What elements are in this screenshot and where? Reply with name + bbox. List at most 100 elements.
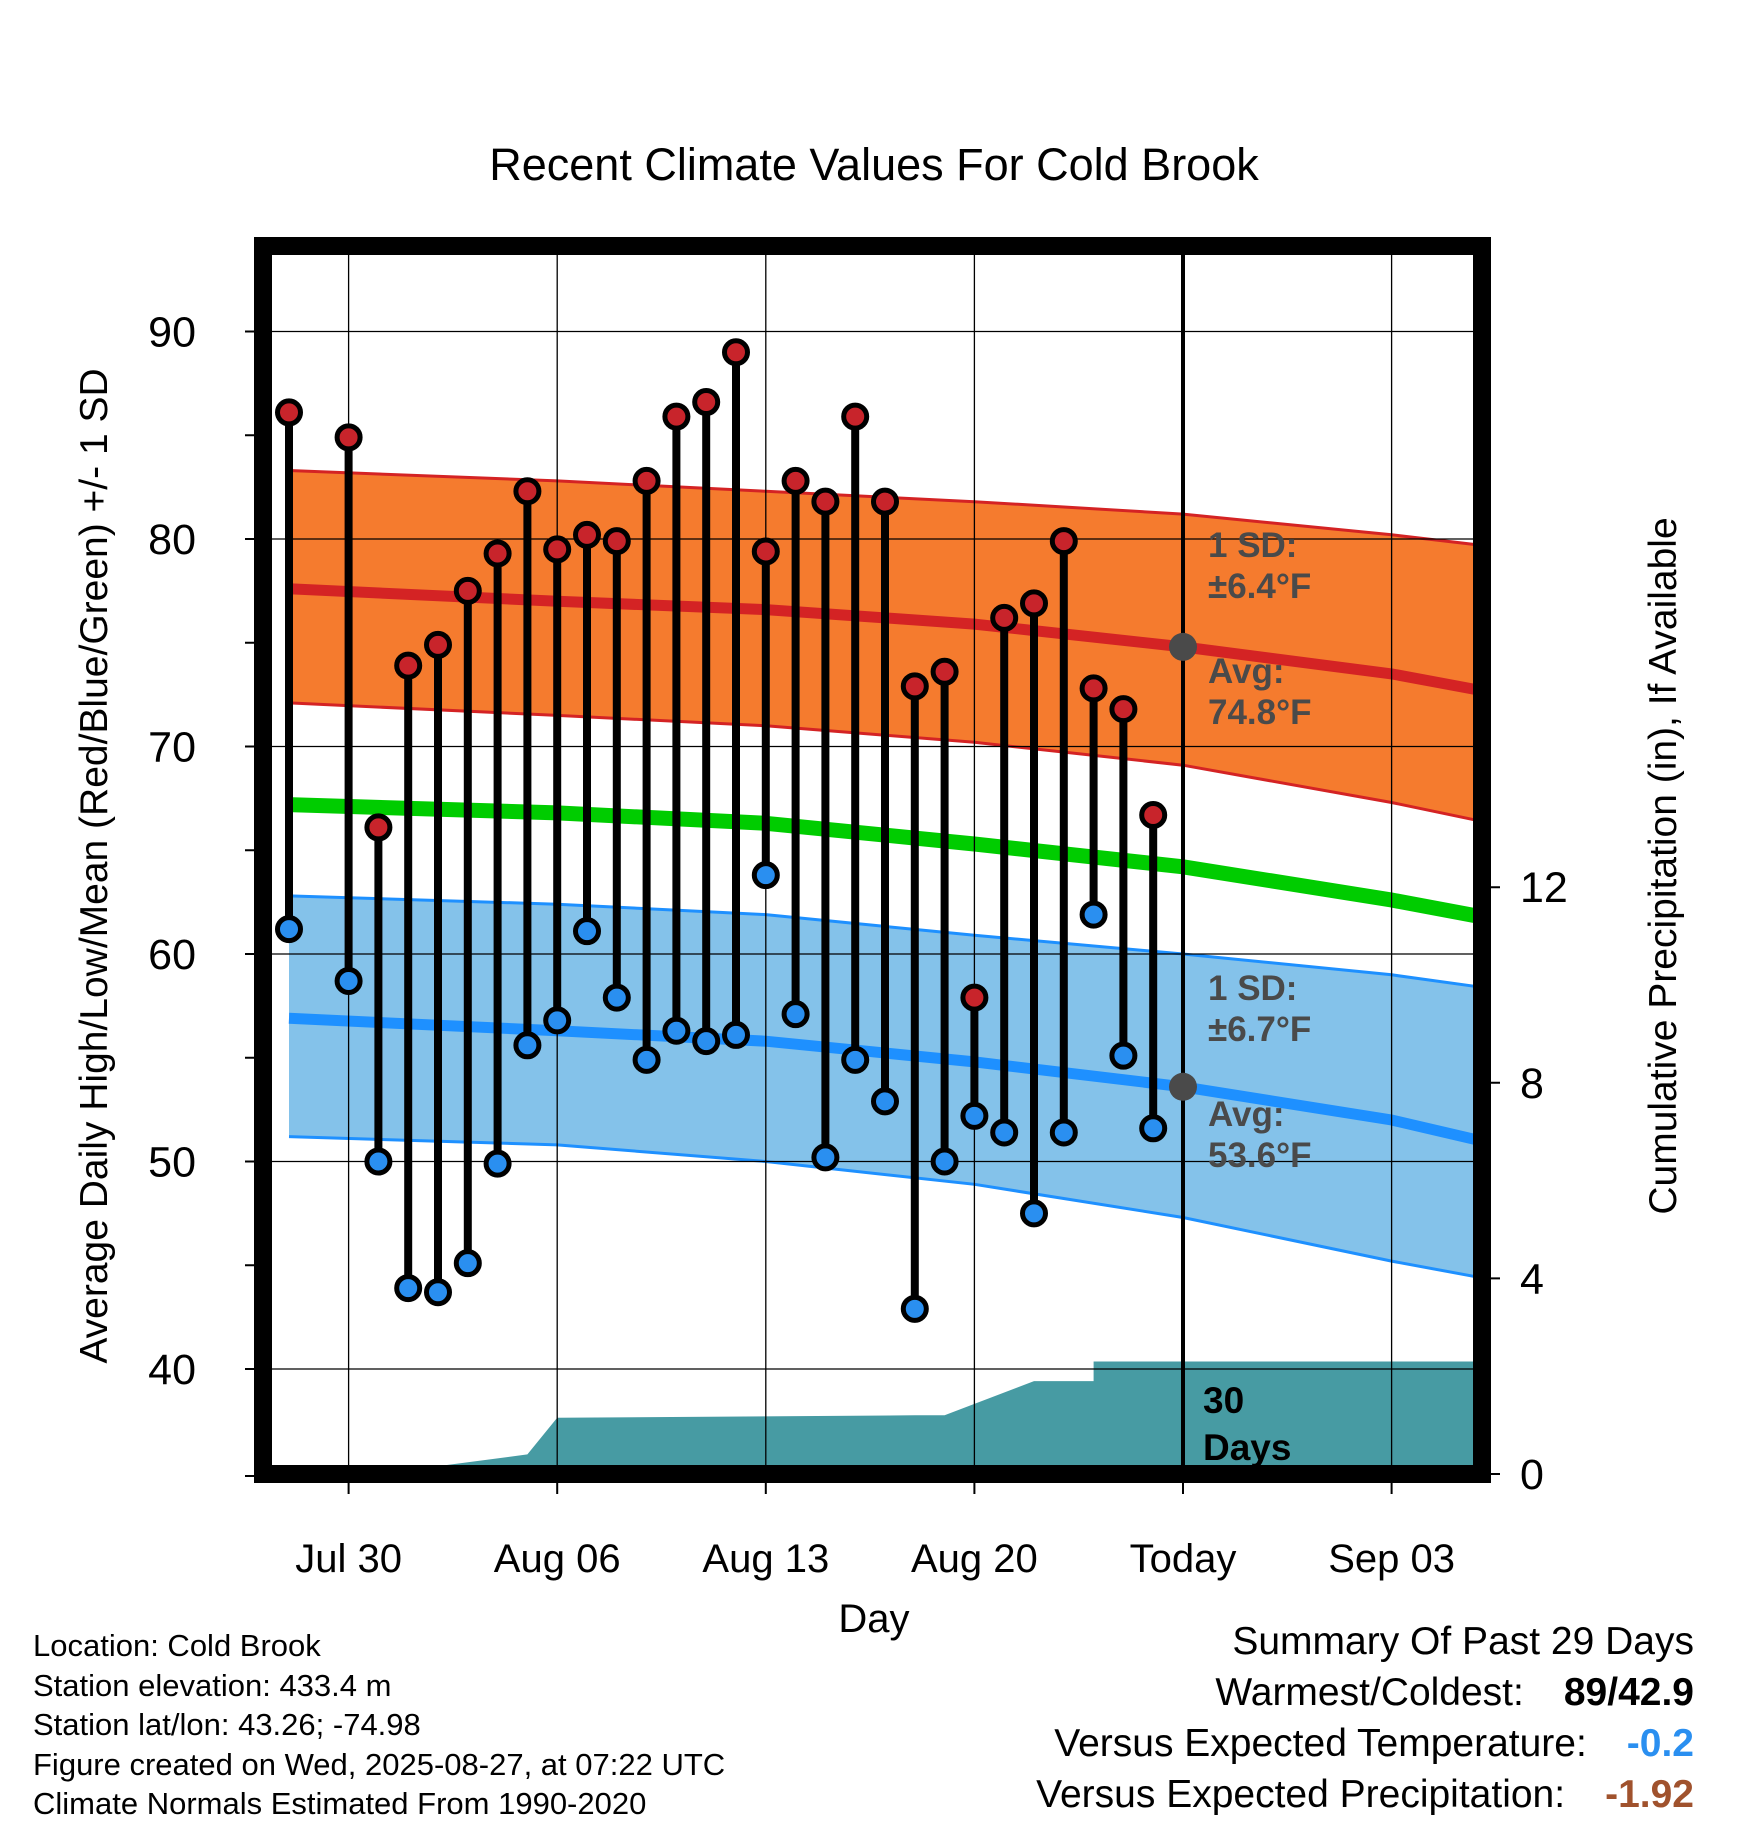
low-point-Aug 17 [871,1087,899,1116]
high-point-Aug 17 [871,487,899,516]
low-point-Aug 01 [394,1274,423,1303]
x-axis-label: Day [838,1597,909,1641]
high-point-Aug 02 [424,630,452,659]
low-point-Aug 05 [513,1031,542,1060]
created-text: Figure created on Wed, 2025-08-27, at 07… [33,1746,726,1782]
y-tick-label-80: 80 [148,516,196,564]
summary-title: Summary Of Past 29 Days [1232,1620,1694,1663]
high-avg-label: Avg: [1208,652,1284,691]
temp-label: Versus Expected Temperature: [1054,1722,1587,1765]
low-point-Aug 04 [483,1149,512,1178]
high-point-Aug 23 [1049,527,1078,556]
precipitation-area [289,1361,1481,1474]
precip-label: Versus Expected Precipitation: [1036,1773,1566,1816]
low-point-Aug 09 [632,1045,661,1074]
summary-title-row: Summary Of Past 29 Days [794,1620,1694,1671]
low-point-Aug 11 [692,1027,721,1056]
high-point-Aug 14 [781,466,810,495]
high-point-Aug 08 [602,527,631,556]
high-point-Aug 19 [930,657,959,686]
period-annotation: 30 Days [1203,1380,1291,1468]
normals-text: Climate Normals Estimated From 1990-2020 [33,1786,647,1821]
high-point-Aug 25 [1109,695,1138,724]
y-tick-label-90: 90 [148,309,196,357]
x-tick-label-0: Jul 30 [295,1537,402,1581]
high-sd-label: 1 SD: [1208,526,1297,565]
warmest-high: 89 [1563,1671,1608,1714]
high-point-Aug 05 [513,477,542,506]
high-point-Aug 20 [960,983,989,1012]
chart-title: Recent Climate Values For Cold Brook [489,139,1259,190]
y2-axis-label: Cumulative Precipitation (in), If Availa… [1642,517,1685,1214]
warmest-separator: / [1607,1671,1619,1714]
low-point-Aug 22 [1020,1199,1048,1228]
coldest-low: 42.9 [1618,1671,1694,1714]
low-point-Aug 14 [781,1000,810,1029]
high-point-Aug 18 [900,672,929,701]
low-point-Aug 20 [960,1101,989,1130]
low-point-Aug 19 [930,1147,959,1176]
low-sd-label: 1 SD: [1208,969,1297,1008]
high-point-Aug 24 [1079,674,1108,703]
x-tick-label-3: Aug 20 [911,1537,1038,1581]
low-point-Aug 26 [1139,1114,1168,1143]
y-axis-label: Average Daily High/Low/Mean (Red/Blue/Gr… [73,368,116,1363]
warmest-label: Warmest/Coldest: [1215,1671,1524,1714]
low-point-Aug 07 [573,917,601,946]
y2-tick-label-4: 4 [1520,1255,1544,1303]
high-point-Aug 01 [394,651,423,680]
high-point-Jul 31 [364,813,393,842]
daily-markers [275,338,1168,1323]
x-tick-label-1: Aug 06 [494,1537,621,1581]
high-point-Aug 07 [573,520,601,549]
elevation-text: Station elevation: 433.4 m [33,1667,392,1703]
low-point-Aug 25 [1109,1041,1138,1070]
daily-stems [285,352,1158,1309]
low-point-Aug 08 [602,983,631,1012]
today-line [1169,246,1197,1474]
high-point-Aug 22 [1020,589,1048,618]
high-point-Aug 13 [751,537,780,566]
high-point-Aug 04 [483,539,512,568]
high-point-Aug 10 [662,402,691,431]
low-point-Aug 03 [453,1249,482,1278]
high-sd-value: ±6.4°F [1208,567,1311,606]
high-avg-value: 74.8°F [1208,693,1312,732]
low-point-Aug 13 [751,861,780,890]
low-avg-value: 53.6°F [1208,1136,1312,1175]
low-point-Aug 18 [900,1294,929,1323]
temp-value: -0.2 [1626,1722,1694,1765]
low-point-Jul 31 [364,1147,393,1176]
summary-panel: Summary Of Past 29 Days Warmest/Coldest:… [794,1620,1694,1824]
precip-fill [289,1361,1481,1474]
station-info: Location: Cold Brook Station elevation: … [33,1626,725,1824]
temp-row: Versus Expected Temperature: -0.2 [794,1722,1694,1773]
location-text: Location: Cold Brook [33,1628,321,1663]
high-point-Jul 30 [334,423,363,452]
low-point-Aug 10 [662,1016,691,1045]
high-point-Aug 11 [692,388,721,417]
annotations: 1 SD: ±6.4°F Avg: 74.8°F 1 SD: ±6.7°F Av… [1208,526,1312,1175]
precip-value: -1.92 [1605,1773,1694,1816]
low-point-Aug 21 [990,1118,1019,1147]
high-point-Aug 16 [841,402,870,431]
period-count: 30 [1203,1380,1244,1421]
x-tick-label-5: Sep 03 [1328,1537,1455,1581]
high-point-Aug 26 [1139,800,1168,829]
low-avg-label: Avg: [1208,1095,1284,1134]
x-tick-label-2: Aug 13 [702,1537,829,1581]
low-point-Aug 12 [722,1020,750,1049]
high-point-Aug 12 [722,338,750,367]
y-tick-label-40: 40 [148,1346,196,1394]
high-point-Aug 15 [811,487,840,516]
high-point-Aug 21 [990,603,1019,632]
y-tick-label-50: 50 [148,1139,196,1187]
low-sd-value: ±6.7°F [1208,1010,1311,1049]
y-tick-label-60: 60 [148,931,196,979]
plot-border [254,237,1491,1483]
warmest-value: 89/42.9 [1564,1671,1694,1715]
y2-tick-label-12: 12 [1520,864,1568,912]
low-point-Jul 30 [334,966,363,995]
low-point-Aug 06 [543,1006,572,1035]
